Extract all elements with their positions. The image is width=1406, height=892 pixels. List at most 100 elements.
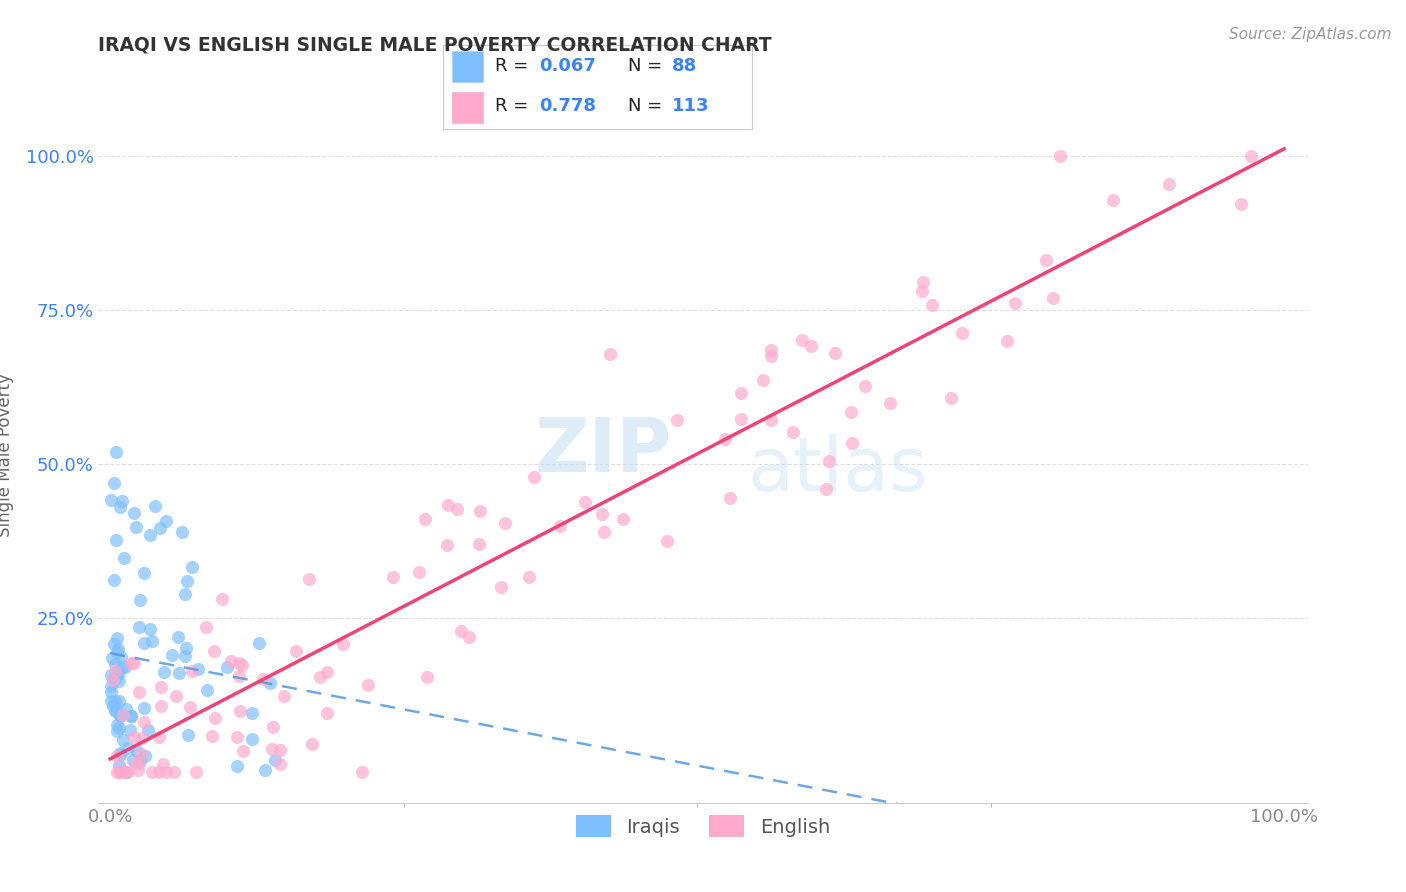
Point [494, 516, 516, 530]
Point [170, 525, 193, 540]
Text: 0.067: 0.067 [538, 57, 596, 75]
Point [149, 520, 172, 534]
Point [101, 673, 124, 687]
Point [165, 689, 187, 703]
Point [599, 347, 621, 361]
Point [195, 683, 218, 698]
Point [112, 550, 135, 565]
Text: ZIP: ZIP [534, 416, 672, 488]
Point [332, 637, 354, 651]
Point [759, 349, 782, 363]
Point [131, 731, 153, 745]
Point [1102, 193, 1125, 207]
Point [104, 704, 127, 718]
Point [718, 491, 741, 506]
Text: Source: ZipAtlas.com: Source: ZipAtlas.com [1229, 27, 1392, 42]
Point [163, 764, 186, 779]
Point [228, 704, 250, 718]
Point [108, 707, 131, 722]
FancyBboxPatch shape [453, 92, 484, 122]
Point [382, 570, 405, 584]
Point [167, 666, 190, 681]
Point [107, 764, 129, 779]
Point [655, 534, 678, 549]
Point [115, 764, 138, 779]
Point [107, 642, 129, 657]
Point [132, 635, 155, 649]
Point [141, 764, 163, 779]
Point [160, 648, 183, 663]
Point [105, 645, 128, 659]
Point [730, 412, 752, 426]
Point [128, 619, 150, 633]
Point [315, 706, 337, 720]
Point [138, 622, 160, 636]
Point [105, 718, 128, 732]
Point [408, 565, 430, 579]
Point [179, 699, 201, 714]
Point [105, 669, 128, 683]
Point [202, 644, 225, 658]
Point [100, 667, 122, 681]
Point [128, 593, 150, 607]
Point [730, 386, 752, 401]
Point [1049, 149, 1071, 163]
Point [853, 378, 876, 392]
Point [132, 701, 155, 715]
Point [879, 395, 901, 409]
Point [201, 729, 224, 743]
Point [127, 763, 149, 777]
Point [252, 672, 274, 686]
Point [818, 453, 841, 467]
Point [939, 391, 962, 405]
Point [107, 757, 129, 772]
Point [523, 470, 546, 484]
Point [121, 709, 143, 723]
Point [782, 425, 804, 440]
Point [148, 764, 170, 779]
Point [150, 699, 173, 714]
Text: IRAQI VS ENGLISH SINGLE MALE POVERTY CORRELATION CHART: IRAQI VS ENGLISH SINGLE MALE POVERTY COR… [98, 36, 772, 54]
Point [108, 708, 131, 723]
Text: 0.778: 0.778 [538, 97, 596, 115]
Point [228, 669, 250, 683]
Point [1035, 253, 1057, 268]
Point [120, 708, 142, 723]
Point [211, 592, 233, 607]
Point [195, 619, 218, 633]
Point [269, 743, 291, 757]
Point [416, 670, 439, 684]
Point [108, 665, 131, 679]
Point [612, 512, 634, 526]
Point [995, 334, 1018, 348]
Point [177, 728, 200, 742]
Point [824, 346, 846, 360]
Point [841, 436, 863, 450]
Text: atlas: atlas [748, 434, 928, 507]
Point [125, 742, 148, 756]
Point [103, 694, 125, 708]
Point [105, 764, 128, 779]
Point [225, 731, 247, 745]
Point [103, 673, 125, 687]
Point [253, 763, 276, 777]
Point [204, 711, 226, 725]
Point [1229, 197, 1251, 211]
Point [225, 759, 247, 773]
Point [103, 637, 125, 651]
Point [122, 507, 145, 521]
Point [273, 689, 295, 703]
Point [155, 764, 177, 779]
Point [450, 624, 472, 639]
Point [105, 724, 128, 739]
Point [517, 570, 540, 584]
Point [180, 665, 202, 679]
Point [815, 483, 838, 497]
Point [181, 560, 204, 574]
Point [114, 702, 136, 716]
Point [105, 632, 128, 646]
Text: R =: R = [495, 57, 534, 75]
Point [122, 730, 145, 744]
Point [118, 723, 141, 738]
Point [491, 580, 513, 594]
